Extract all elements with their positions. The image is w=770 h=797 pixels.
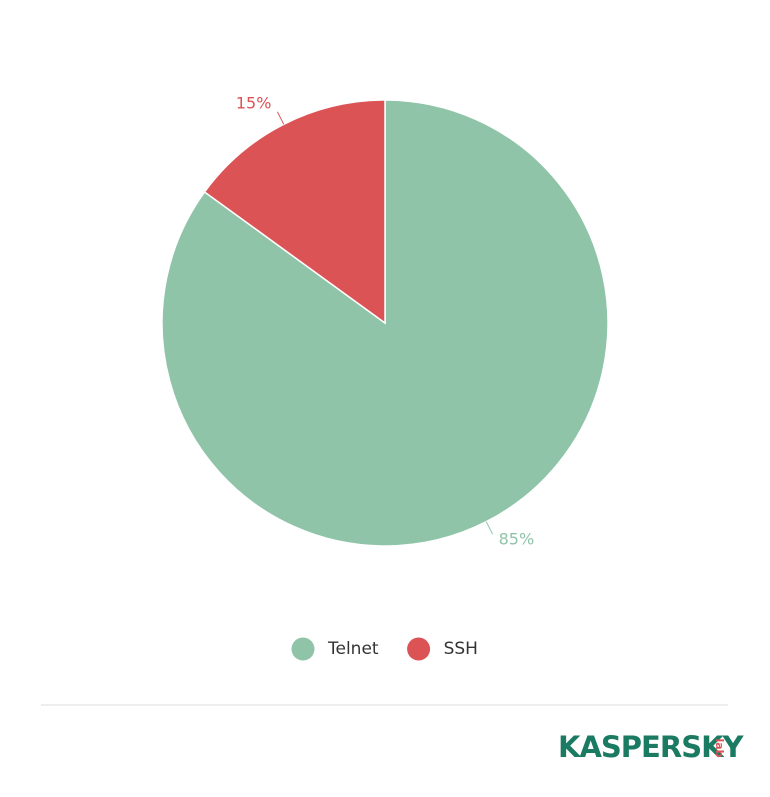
- legend-marker: [407, 637, 431, 661]
- legend-marker: [291, 637, 315, 661]
- leader-line: [485, 521, 494, 535]
- pie-slice: [203, 99, 386, 325]
- legend-label: SSH: [444, 639, 478, 659]
- data-label: 85%: [499, 530, 535, 549]
- leader-line: [276, 111, 285, 125]
- logo-suffix: lab: [713, 738, 726, 757]
- legend-label: Telnet: [327, 639, 379, 659]
- data-label: 15%: [236, 93, 272, 112]
- logo-name: KASPERSKY: [558, 730, 745, 764]
